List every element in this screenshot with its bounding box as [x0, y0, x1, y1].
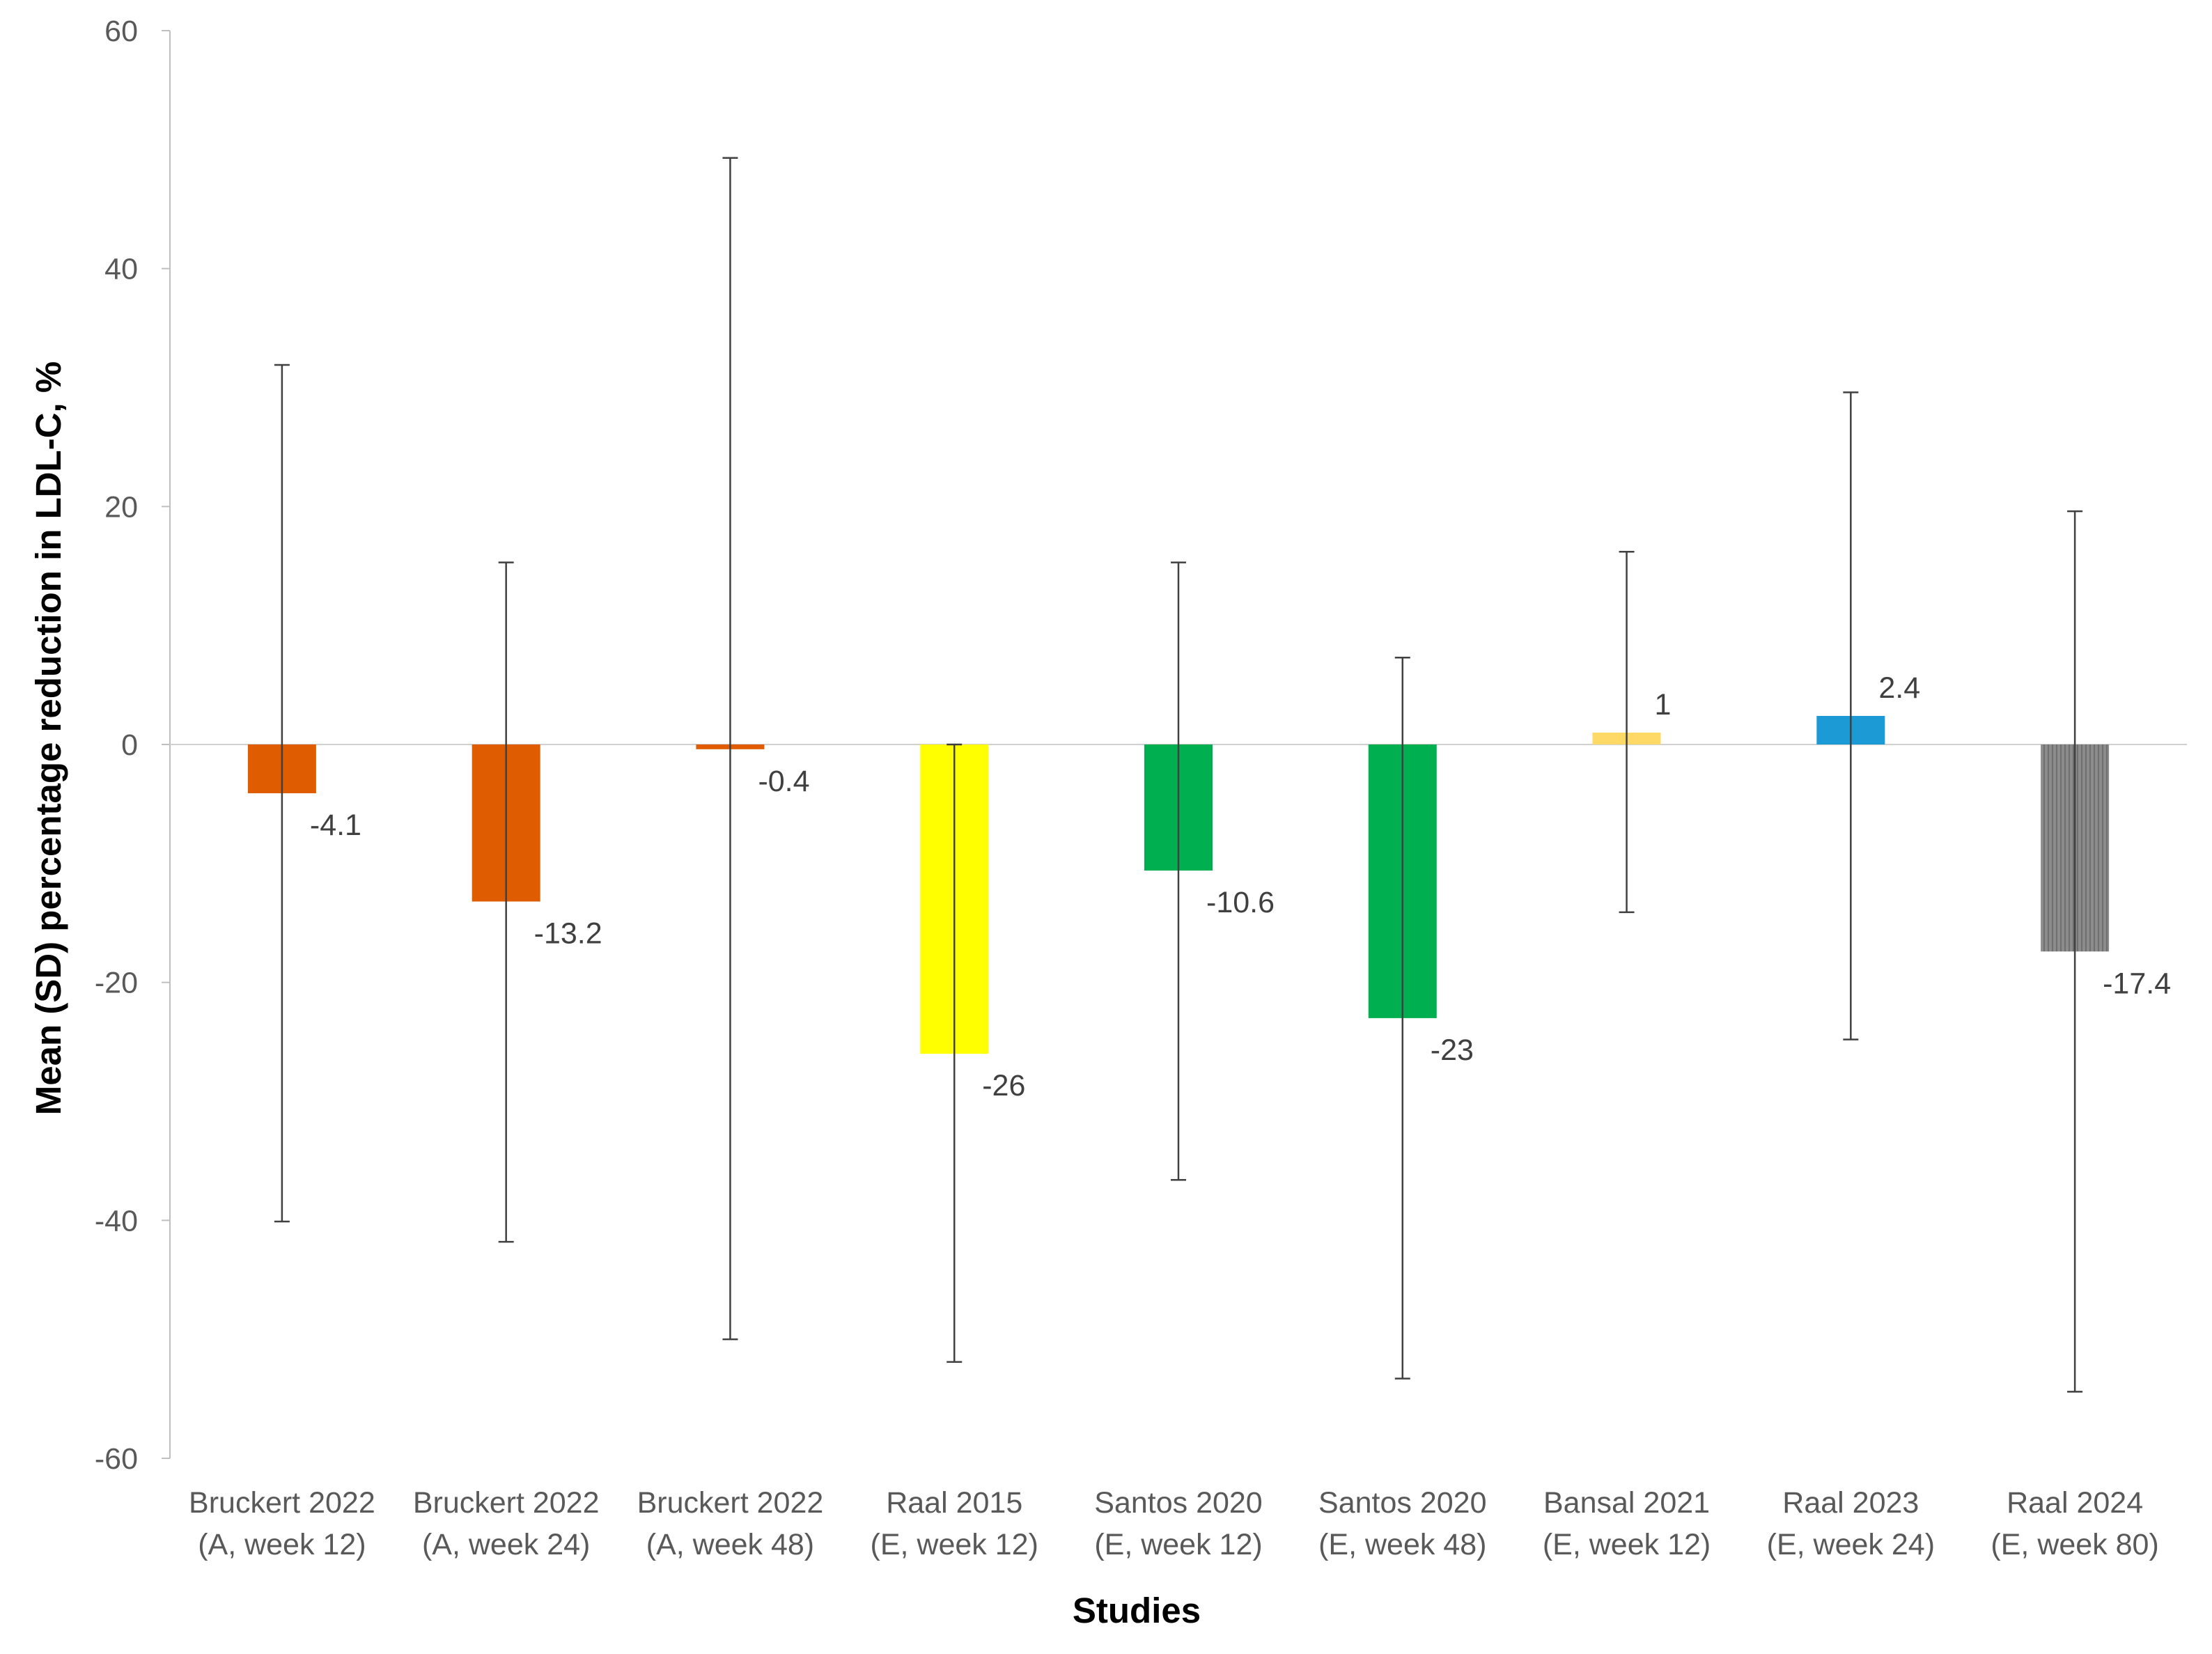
y-tick-label: -40 [95, 1204, 138, 1238]
y-tick-label: 60 [104, 15, 138, 48]
category-label-line2: (E, week 24) [1767, 1528, 1935, 1561]
data-label: -10.6 [1206, 886, 1275, 919]
category-label-line2: (E, week 12) [871, 1528, 1038, 1561]
category-label-line2: (E, week 48) [1318, 1528, 1486, 1561]
y-tick-label: 20 [104, 490, 138, 524]
x-axis-title: Studies [1073, 1591, 1201, 1630]
category-label-line1: Raal 2015 [886, 1486, 1022, 1520]
error-bars-layer [274, 157, 2083, 1393]
data-label: -13.2 [534, 917, 602, 951]
data-label: -23 [1431, 1033, 1474, 1067]
category-label-line2: (E, week 12) [1543, 1528, 1711, 1561]
category-label-line1: Bansal 2021 [1543, 1486, 1710, 1520]
data-label: -26 [982, 1069, 1025, 1102]
y-tick-label: -20 [95, 967, 138, 1000]
category-label-line2: (A, week 12) [198, 1528, 366, 1561]
category-label-line2: (E, week 80) [1991, 1528, 2158, 1561]
category-label-line1: Santos 2020 [1318, 1486, 1486, 1520]
axes-layer: 60 40 20 0 -20 -40 -60 [95, 15, 2187, 1476]
category-label-line1: Raal 2024 [2007, 1486, 2143, 1520]
data-label: 1 [1655, 688, 1672, 721]
y-tick-label: 0 [121, 728, 138, 762]
data-label: -17.4 [2103, 967, 2171, 1000]
data-label: -0.4 [758, 765, 809, 798]
category-label-line1: Bruckert 2022 [189, 1486, 375, 1520]
data-label: -4.1 [310, 809, 361, 842]
category-label-line1: Bruckert 2022 [413, 1486, 600, 1520]
y-tick-label: -60 [95, 1442, 138, 1476]
y-tick-label: 40 [104, 253, 138, 286]
labels-layer: -4.1 Bruckert 2022 (A, week 12) -13.2 Brucke… [189, 671, 2171, 1561]
category-label-line1: Santos 2020 [1094, 1486, 1262, 1520]
category-label-line1: Bruckert 2022 [637, 1486, 824, 1520]
data-label: 2.4 [1878, 671, 1920, 705]
category-label-line2: (A, week 24) [422, 1528, 590, 1561]
y-axis-title: Mean (SD) percentage reduction in LDL-C,… [29, 361, 68, 1115]
category-label-line2: (A, week 48) [646, 1528, 814, 1561]
category-label-line1: Raal 2023 [1782, 1486, 1919, 1520]
category-label-line2: (E, week 12) [1094, 1528, 1262, 1561]
